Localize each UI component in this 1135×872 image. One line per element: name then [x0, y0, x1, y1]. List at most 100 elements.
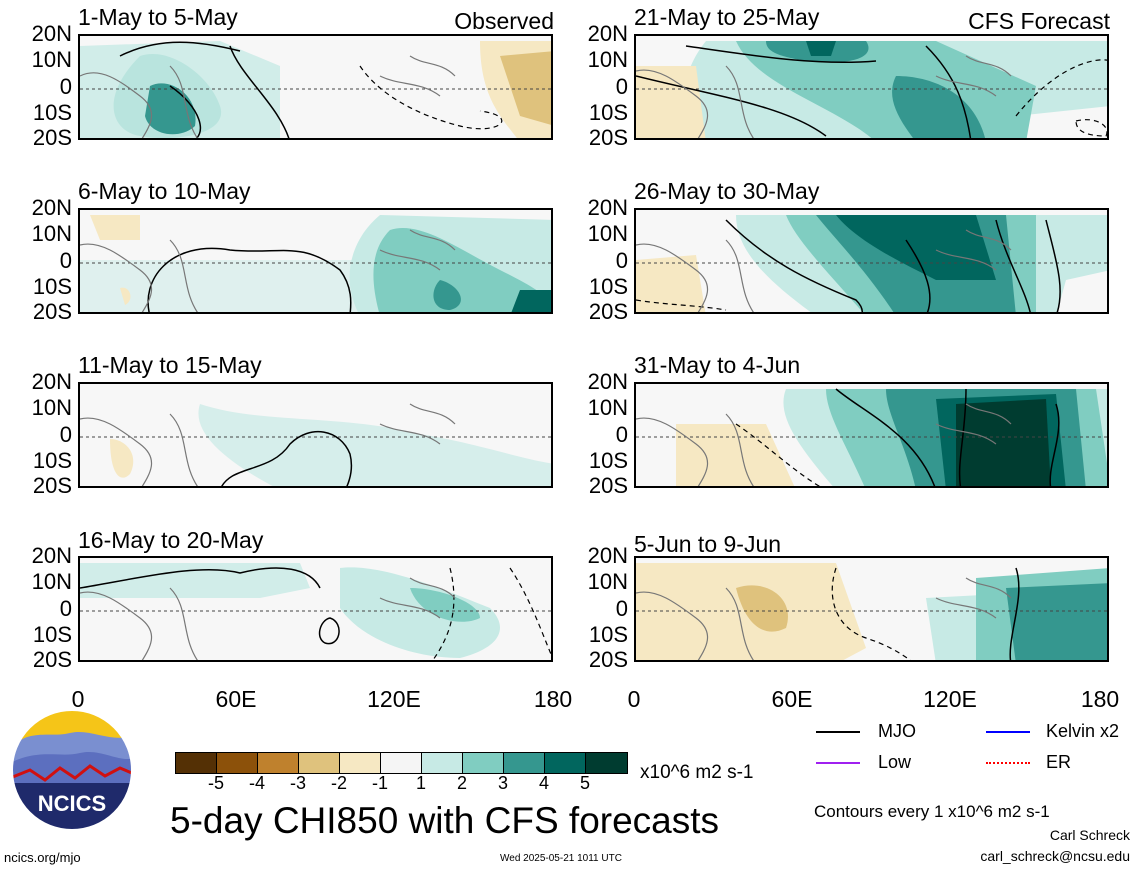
- lat-label-right-row1-1: 10N: [587, 47, 628, 72]
- lat-label-right-row2-0: 20N: [587, 195, 628, 220]
- contour-note: Contours every 1 x10^6 m2 s-1: [814, 802, 1050, 821]
- lat-label-left-row4-1: 10N: [31, 569, 72, 594]
- lat-label-left-row2-2: 0: [59, 248, 72, 273]
- colorbar-label: 3: [497, 773, 508, 793]
- map-panel-4: [78, 556, 553, 662]
- lat-label-right-row1-0: 20N: [587, 21, 628, 46]
- map-panel-8: [634, 556, 1109, 662]
- lat-label-left-row4-3: 10S: [32, 622, 72, 647]
- map-panel-5: [634, 34, 1109, 140]
- lon-label-right-60e: 60E: [771, 686, 813, 712]
- lat-label-right-row3-0: 20N: [587, 369, 628, 394]
- colorbar-swatch: [463, 753, 504, 773]
- lat-label-right-row4-4: 20S: [588, 647, 628, 672]
- lat-label-right-row1-4: 20S: [588, 125, 628, 150]
- legend-line-kelvin: [986, 731, 1030, 733]
- panel-title-6: 26-May to 30-May: [634, 178, 820, 204]
- colorbar-swatch: [340, 753, 381, 773]
- colorbar-label: -3: [289, 773, 306, 793]
- lat-label-left-row3-3: 10S: [32, 448, 72, 473]
- timestamp: Wed 2025-05-21 1011 UTC: [500, 853, 622, 864]
- colorbar-swatch: [545, 753, 586, 773]
- lat-label-right-row1-2: 0: [615, 74, 628, 99]
- lat-label-right-row3-1: 10N: [587, 395, 628, 420]
- legend-line-mjo: [816, 731, 860, 733]
- lon-label-right-0: 0: [627, 686, 641, 712]
- panel-title-4: 16-May to 20-May: [78, 527, 264, 553]
- colorbar-swatch: [422, 753, 463, 773]
- lat-label-right-row4-0: 20N: [587, 543, 628, 568]
- colorbar-units: x10^6 m2 s-1: [640, 762, 754, 783]
- legend-line-er: [986, 762, 1030, 764]
- panel-title-3: 11-May to 15-May: [78, 352, 262, 378]
- map-panel-7: [634, 382, 1109, 488]
- main-title: 5-day CHI850 with CFS forecasts: [170, 800, 720, 841]
- lon-label-right-180: 180: [1080, 686, 1120, 712]
- map-panel-6: [634, 208, 1109, 314]
- lat-label-right-row3-3: 10S: [588, 448, 628, 473]
- panel-title-8: 5-Jun to 9-Jun: [634, 531, 782, 557]
- map-panel-2: [78, 208, 553, 314]
- lat-label-right-row4-3: 10S: [588, 622, 628, 647]
- lat-label-left-row2-0: 20N: [31, 195, 72, 220]
- lat-label-left-row2-1: 10N: [31, 221, 72, 246]
- colorbar-swatch: [217, 753, 258, 773]
- lat-label-left-row1-2: 0: [59, 74, 72, 99]
- colorbar-swatch: [176, 753, 217, 773]
- colorbar-swatch: [258, 753, 299, 773]
- legend-line-low: [816, 762, 860, 764]
- map-panel-1: [78, 34, 553, 140]
- legend-label-er: ER: [1046, 752, 1072, 772]
- panel-tag-forecast: CFS Forecast: [968, 8, 1110, 34]
- lat-label-left-row2-3: 10S: [32, 274, 72, 299]
- colorbar-label: 2: [456, 773, 467, 793]
- ncics-logo: NCICS: [10, 708, 134, 832]
- lat-label-right-row2-1: 10N: [587, 221, 628, 246]
- lon-label-left-120e: 120E: [367, 686, 421, 712]
- panel-title-7: 31-May to 4-Jun: [634, 352, 801, 378]
- colorbar-label: 5: [579, 773, 590, 793]
- lat-label-right-row1-3: 10S: [588, 100, 628, 125]
- lat-label-left-row1-3: 10S: [32, 100, 72, 125]
- lon-label-left-180: 180: [533, 686, 573, 712]
- lat-label-left-row3-0: 20N: [31, 369, 72, 394]
- colorbar-label: -2: [330, 773, 347, 793]
- legend-label-kelvin: Kelvin x2: [1046, 721, 1120, 741]
- lat-label-right-row4-1: 10N: [587, 569, 628, 594]
- colorbar-swatch: [299, 753, 340, 773]
- map-panel-3: [78, 382, 553, 488]
- colorbar-label: -4: [248, 773, 265, 793]
- lat-label-right-row2-2: 0: [615, 248, 628, 273]
- lat-label-left-row3-1: 10N: [31, 395, 72, 420]
- logo-text: NCICS: [38, 791, 106, 816]
- lat-label-right-row4-2: 0: [615, 596, 628, 621]
- colorbar-label: 1: [415, 773, 426, 793]
- lat-label-right-row2-3: 10S: [588, 274, 628, 299]
- colorbar-swatch: [381, 753, 422, 773]
- lat-label-left-row1-4: 20S: [32, 125, 72, 150]
- lon-label-left-60e: 60E: [215, 686, 257, 712]
- email: carl_schreck@ncsu.edu: [980, 848, 1130, 864]
- lat-label-left-row4-2: 0: [59, 596, 72, 621]
- website-link[interactable]: ncics.org/mjo: [4, 850, 81, 865]
- legend-label-low: Low: [878, 752, 912, 772]
- lat-label-left-row4-4: 20S: [32, 647, 72, 672]
- colorbar-swatch: [586, 753, 627, 773]
- colorbar-swatch: [504, 753, 545, 773]
- colorbar-label: -5: [207, 773, 224, 793]
- panel-title-5: 21-May to 25-May: [634, 4, 820, 30]
- lat-label-left-row3-4: 20S: [32, 473, 72, 498]
- panel-tag-observed: Observed: [454, 8, 554, 34]
- colorbar-label: -1: [371, 773, 388, 793]
- author: Carl Schreck: [1049, 827, 1130, 843]
- lon-label-right-120e: 120E: [923, 686, 977, 712]
- panel-title-2: 6-May to 10-May: [78, 178, 251, 204]
- lat-label-right-row3-4: 20S: [588, 473, 628, 498]
- lat-label-right-row2-4: 20S: [588, 299, 628, 324]
- lat-label-left-row4-0: 20N: [31, 543, 72, 568]
- lat-label-left-row1-0: 20N: [31, 21, 72, 46]
- lat-label-right-row3-2: 0: [615, 422, 628, 447]
- colorbar: [175, 752, 628, 774]
- legend-label-mjo: MJO: [878, 721, 916, 741]
- lon-label-left-0: 0: [71, 686, 85, 712]
